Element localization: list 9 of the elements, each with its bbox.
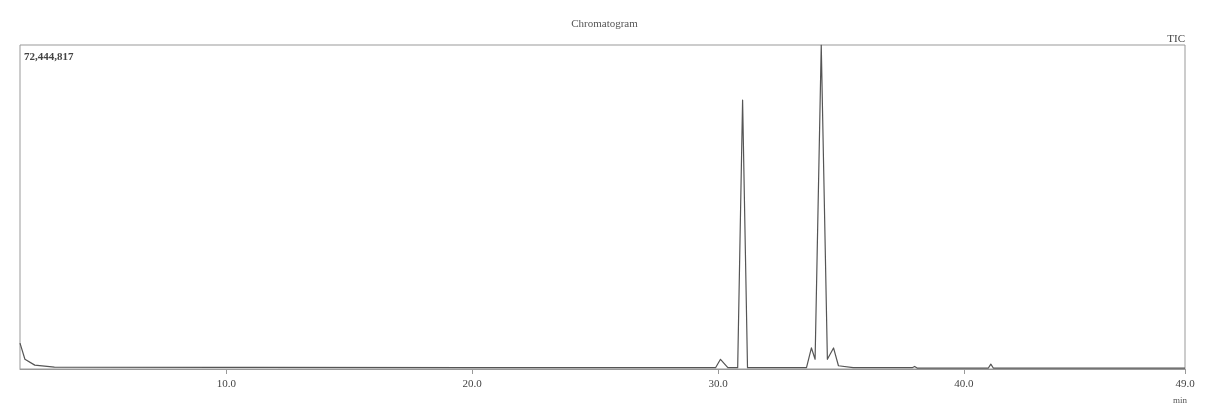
x-axis-title: min xyxy=(1173,394,1188,405)
annotation: 72,444,817 xyxy=(24,49,74,62)
x-tick-label: 10.0 xyxy=(216,376,237,389)
x-tick-label: 49.0 xyxy=(1175,376,1196,389)
text: TIC xyxy=(1167,31,1186,44)
x-tick-label: 20.0 xyxy=(462,376,483,389)
x-tick-label: 30.0 xyxy=(708,376,729,389)
x-tick-label: 40.0 xyxy=(954,376,974,389)
chart-title: Chromatogram xyxy=(571,16,639,29)
